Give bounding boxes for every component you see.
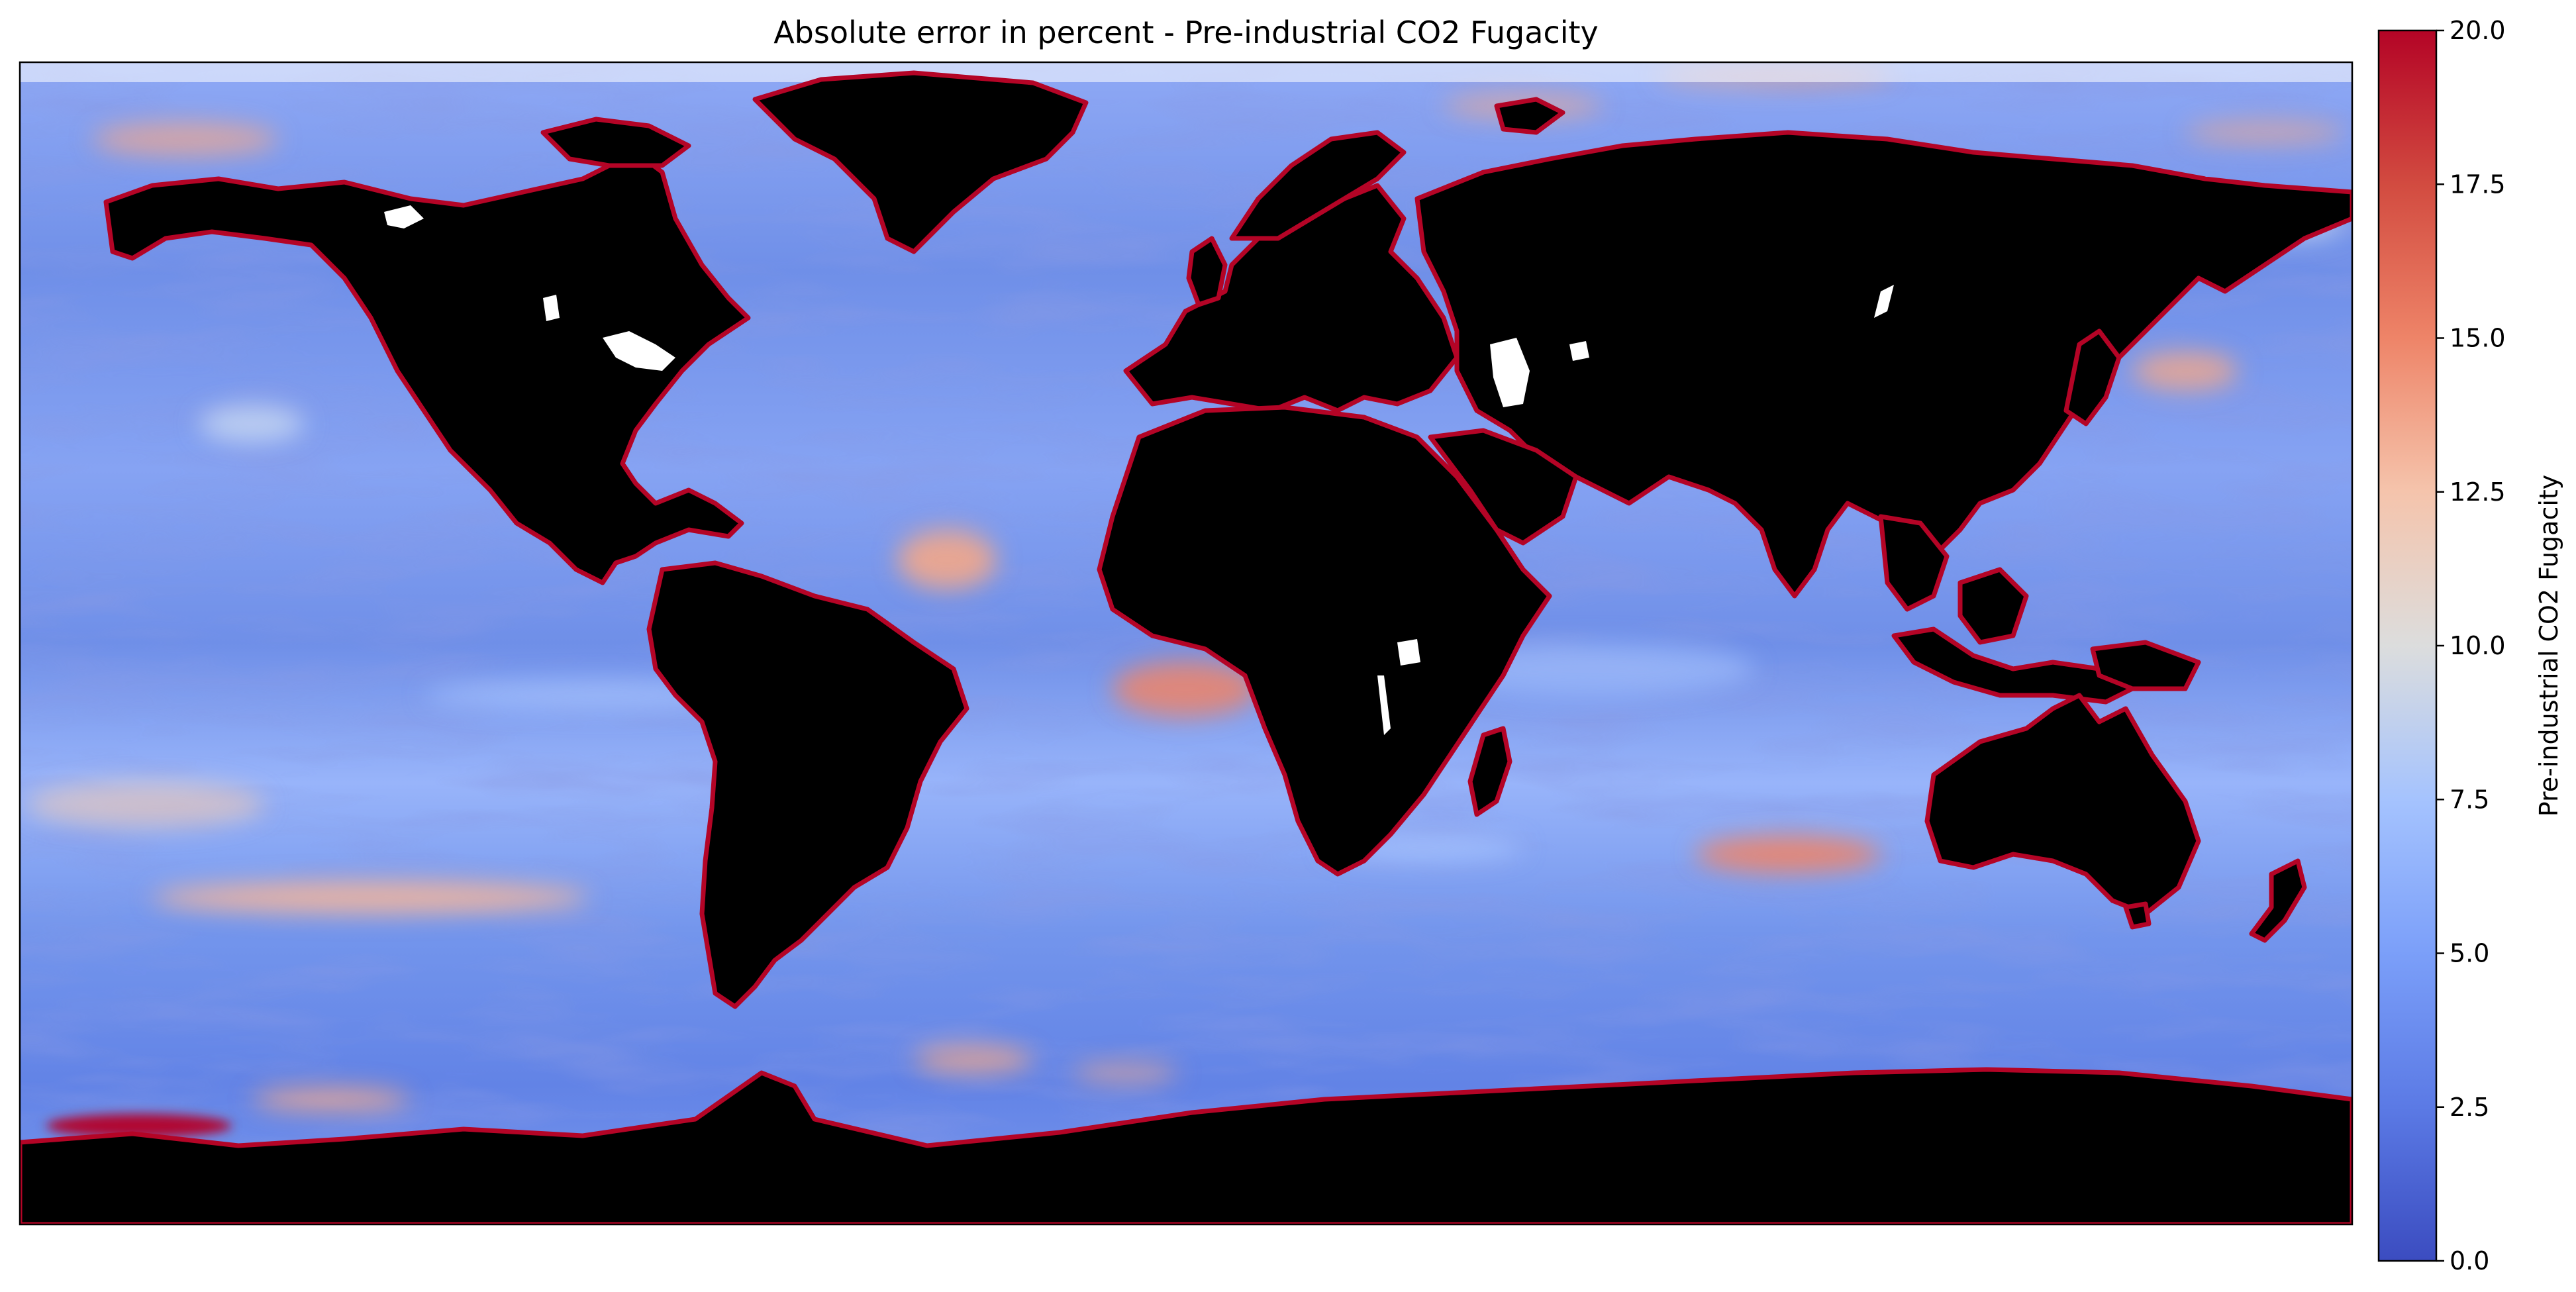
map-frame — [19, 61, 2353, 1226]
lake-caspian — [1490, 338, 1530, 407]
colorbar-tick-label: 5.0 — [2450, 939, 2489, 968]
lakes — [384, 205, 1894, 735]
colorbar-tick-label: 10.0 — [2450, 631, 2506, 660]
colorbar-tick-label: 0.0 — [2450, 1246, 2489, 1275]
lake-great-bear — [384, 205, 424, 228]
land-antarctica — [20, 1067, 2352, 1224]
polar-artifact — [20, 62, 2352, 82]
colorbar-label: Pre-industrial CO2 Fugacity — [2534, 475, 2563, 817]
colorbar-gradient — [2377, 29, 2438, 1262]
lake-great-lakes — [603, 331, 675, 371]
colorbar-tick-label: 2.5 — [2450, 1093, 2489, 1122]
land-svalbard — [1494, 97, 1565, 135]
land-new-zealand — [2249, 858, 2307, 943]
colorbar-ticks: 0.0 2.5 5.0 7.5 10.0 12.5 15.0 17.5 20.0 — [2436, 16, 2506, 1275]
land-greenland — [752, 70, 1089, 254]
land-new-guinea — [2090, 640, 2201, 691]
land-scandinavia — [1229, 130, 1407, 241]
land-indochina — [1878, 514, 1950, 612]
land-uk — [1186, 236, 1228, 307]
map-area — [20, 62, 2352, 1224]
land-north-america — [103, 150, 751, 585]
colorbar-tick-label: 17.5 — [2450, 170, 2506, 199]
lake-victoria — [1397, 639, 1420, 666]
land-arabia — [1428, 428, 1579, 546]
land-arctic-islands — [540, 117, 691, 168]
land-masses — [20, 70, 2352, 1224]
land-tasmania — [2123, 901, 2152, 930]
lake-tanganyika — [1377, 675, 1391, 735]
antarctic-coastal-error — [46, 1114, 232, 1138]
colorbar-tick-label: 20.0 — [2450, 16, 2506, 45]
land-australia — [1924, 693, 2201, 917]
lake-aral — [1569, 341, 1589, 361]
land-japan — [2063, 328, 2122, 426]
colorbar-tick-label: 7.5 — [2450, 785, 2489, 814]
colorbar: 0.0 2.5 5.0 7.5 10.0 12.5 15.0 17.5 20.0 Pre-ind… — [2377, 16, 2563, 1275]
lake-baikal — [1874, 285, 1894, 318]
colorbar-tick-label: 15.0 — [2450, 324, 2506, 353]
land-south-america — [646, 560, 969, 1009]
colorbar-tick-label: 12.5 — [2450, 477, 2506, 507]
land-asia — [1414, 130, 2352, 599]
land-borneo — [1957, 567, 2029, 645]
land-africa — [1097, 405, 1552, 877]
chart-title: Absolute error in percent - Pre-industri… — [773, 15, 1599, 50]
lake-winnipeg — [543, 295, 560, 321]
land-madagascar — [1467, 726, 1512, 817]
